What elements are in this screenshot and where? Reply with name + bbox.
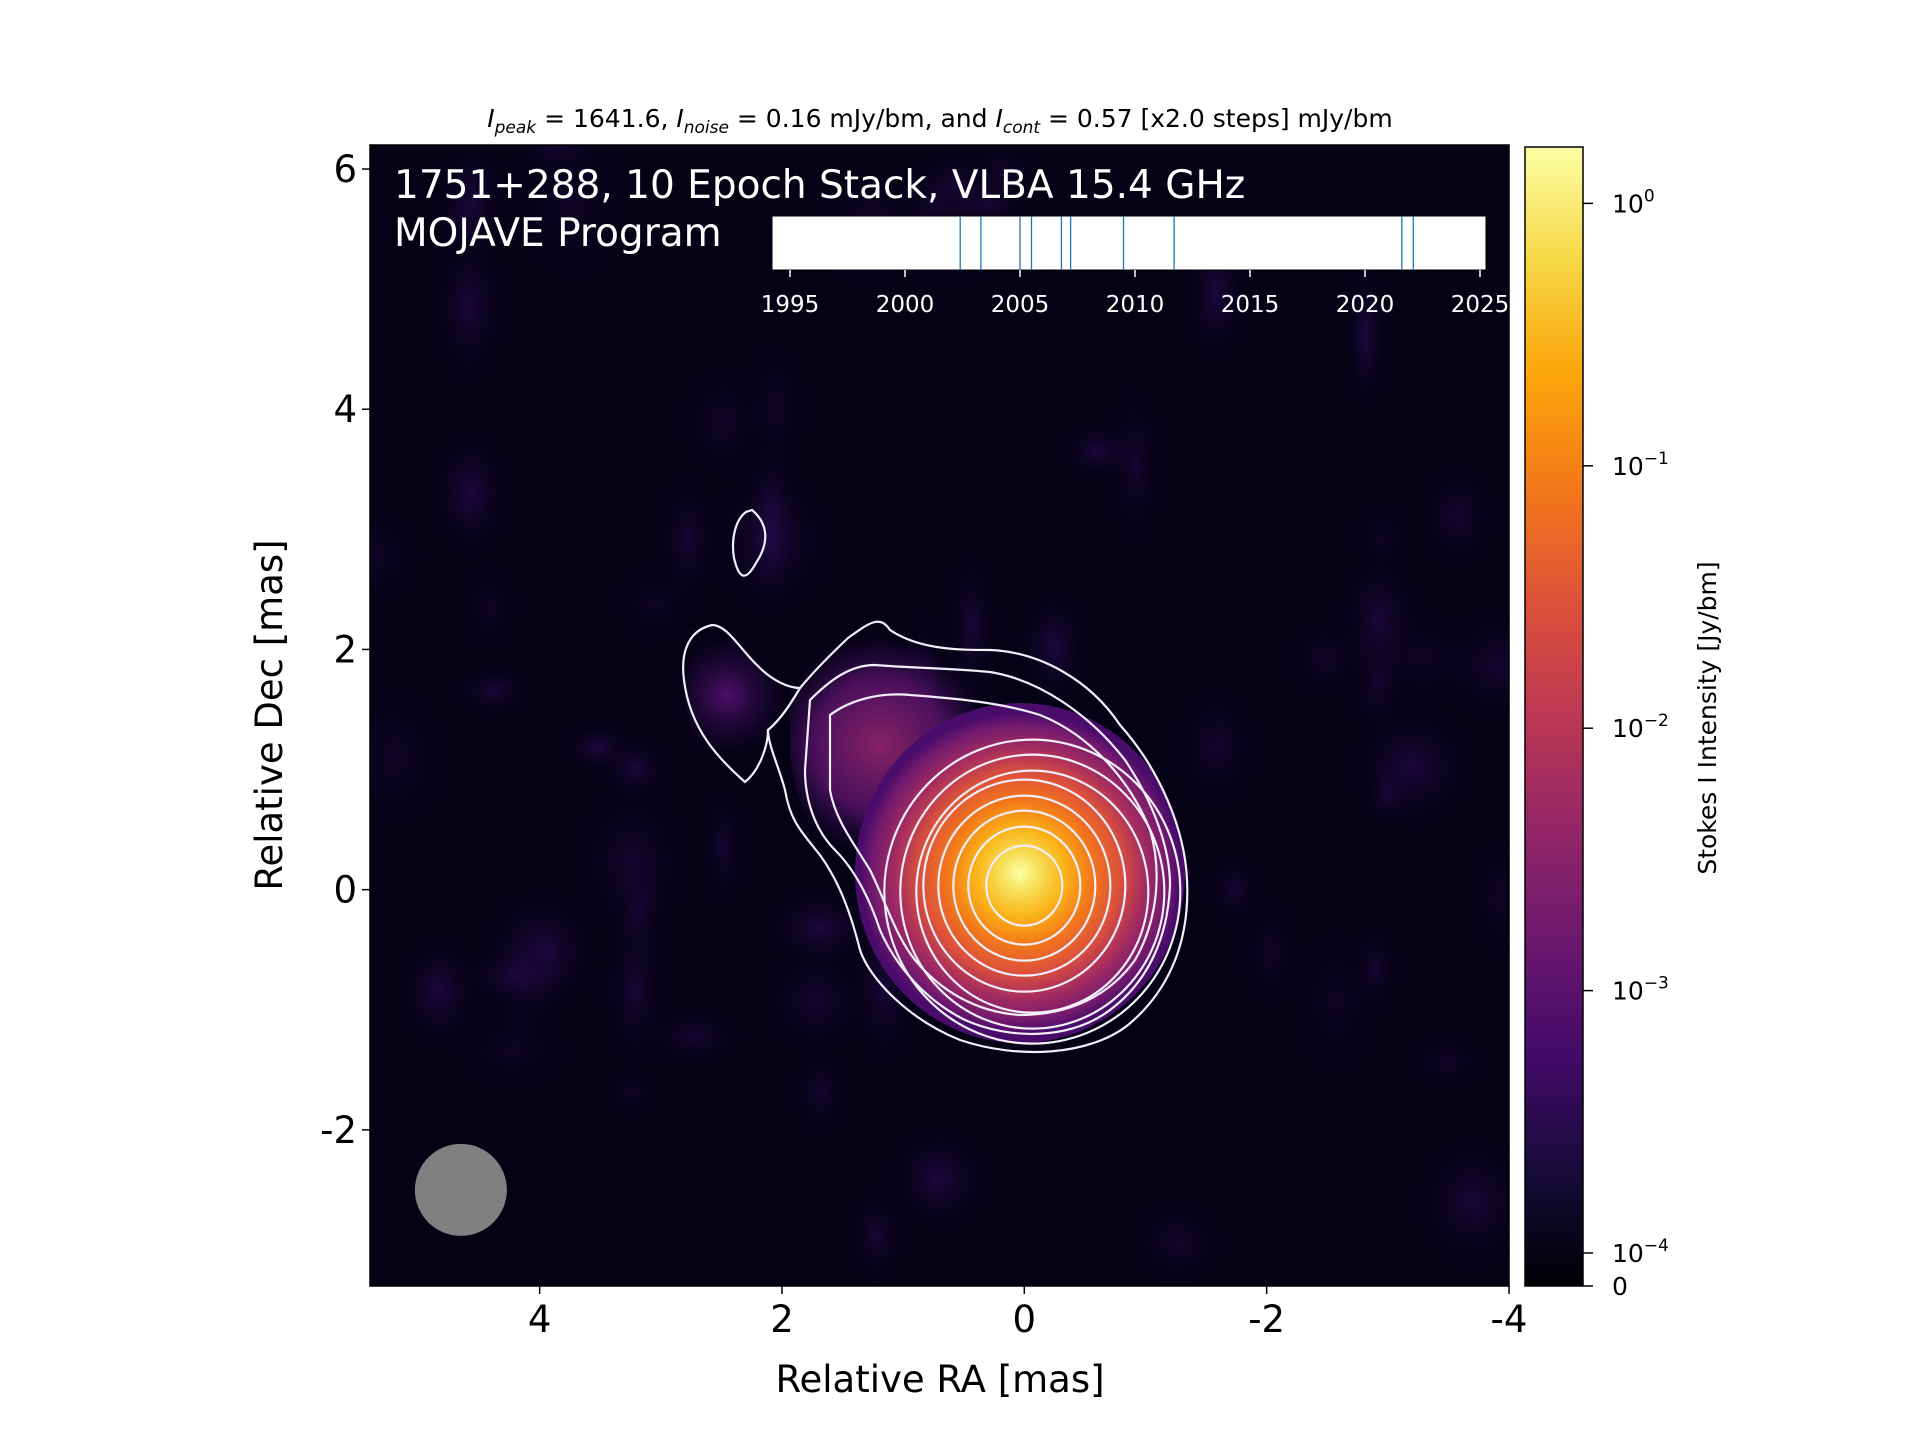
epoch-timeline: 1995 2000 2005 2010 2015 2020 2025 — [761, 215, 1510, 318]
noise-blob — [455, 664, 533, 716]
plot-frame — [369, 144, 1510, 1287]
noise-blob — [1130, 1197, 1225, 1286]
noise-blob — [604, 1065, 660, 1120]
epoch-tick-label: 2010 — [1106, 292, 1165, 318]
core-contour — [915, 769, 1150, 1014]
epoch-tick-label: 2000 — [876, 292, 935, 318]
beam-ellipse — [414, 1143, 507, 1236]
epoch-timeline-panel — [771, 215, 1487, 271]
colorbar-tick-label: 10−2 — [1612, 711, 1669, 743]
noise-blob — [370, 504, 425, 607]
colorbar-tick-label: 10−3 — [1612, 974, 1669, 1006]
core-contour — [985, 844, 1064, 927]
contour-2 — [803, 663, 1172, 1036]
y-tick-label: 6 — [333, 148, 357, 191]
x-tick-label: -2 — [1248, 1298, 1285, 1341]
epoch-tick-label: 1995 — [761, 292, 820, 318]
core-contour — [952, 809, 1097, 962]
noise-blob — [760, 946, 872, 1057]
x-axis-ticks: 4 2 0 -2 -4 — [528, 1286, 1528, 1341]
x-tick-label: 2 — [770, 1298, 794, 1341]
noise-blob — [1061, 421, 1135, 481]
core-contour — [899, 753, 1166, 1030]
noise-blob — [431, 428, 511, 559]
x-tick-label: 4 — [528, 1298, 552, 1341]
contour-jet-knot — [731, 508, 767, 577]
chart-title: Ipeak = 1641.6, Inoise = 0.16 mJy/bm, an… — [487, 104, 1392, 138]
colorbar: 100 10−1 10−2 10−3 10−4 0 Stokes I Intensity … — [1524, 146, 1722, 1301]
noise-blob — [571, 779, 692, 944]
core-emission — [855, 703, 1185, 1043]
noise-blob — [1172, 685, 1261, 809]
noise-blob — [370, 682, 452, 834]
core-contour — [883, 738, 1182, 1045]
colorbar-zero-label: 0 — [1612, 1272, 1628, 1301]
y-tick-label: 4 — [333, 388, 357, 431]
annotation-line-2: MOJAVE Program — [394, 211, 722, 256]
contour-outer — [766, 620, 1189, 1054]
noise-blob — [1107, 381, 1163, 550]
epoch-tick-label: 2025 — [1451, 292, 1510, 318]
noise-blob — [1408, 1030, 1487, 1091]
y-tick-label: -2 — [320, 1109, 357, 1152]
annotation-line-1: 1751+288, 10 Epoch Stack, VLBA 15.4 GHz — [394, 163, 1245, 208]
y-tick-label: 0 — [333, 869, 357, 912]
noise-blob — [657, 469, 719, 608]
x-tick-label: -4 — [1491, 1298, 1528, 1341]
y-axis-ticks: -2 0 2 4 6 — [320, 148, 370, 1152]
intensity-map — [370, 145, 1509, 1286]
core-contour — [967, 825, 1082, 946]
noise-blob — [792, 1046, 849, 1138]
noise-blob — [847, 1185, 905, 1286]
noise-blob — [1345, 260, 1386, 412]
colorbar-ticks: 100 10−1 10−2 10−3 10−4 0 — [1583, 186, 1669, 1301]
core-contour — [937, 794, 1112, 977]
epoch-tick-label: 2005 — [991, 292, 1050, 318]
noise-blob — [1414, 1132, 1509, 1273]
noise-blob — [1418, 461, 1498, 571]
noise-blob — [887, 1126, 989, 1232]
noise-blob — [509, 145, 606, 177]
noise-blob — [563, 720, 633, 774]
epoch-markers — [959, 216, 1414, 270]
colorbar-gradient — [1524, 146, 1584, 1287]
noise-blob — [1208, 851, 1261, 929]
noise-blob — [432, 226, 507, 387]
noise-blob — [765, 886, 872, 969]
y-tick-label: 2 — [333, 628, 357, 671]
core-contour — [922, 778, 1127, 993]
x-axis-label: Relative RA [mas] — [775, 1358, 1104, 1401]
epoch-tick-label: 2020 — [1336, 292, 1395, 318]
noise-blob — [1364, 606, 1482, 710]
epoch-tick-label: 2015 — [1221, 292, 1280, 318]
background-noise — [370, 145, 1509, 1286]
y-axis-label: Relative Dec [mas] — [248, 539, 291, 890]
noise-blob — [601, 909, 669, 1069]
noise-blob — [1471, 831, 1509, 963]
noise-blob — [1350, 498, 1413, 578]
noise-blob — [678, 362, 766, 482]
x-tick-label: 0 — [1013, 1298, 1037, 1341]
colorbar-label: Stokes I Intensity [Jy/bm] — [1693, 561, 1722, 874]
noise-blob — [700, 784, 746, 911]
epoch-ticks: 1995 2000 2005 2010 2015 2020 2025 — [761, 270, 1510, 318]
noise-blob — [476, 888, 570, 1054]
noise-blob — [644, 1006, 744, 1067]
noise-blob — [706, 466, 835, 615]
noise-blob — [1237, 892, 1303, 1013]
colorbar-tick-label: 100 — [1612, 186, 1655, 218]
colorbar-tick-label: 10−1 — [1612, 449, 1669, 481]
noise-blob — [1347, 703, 1477, 831]
noise-blob — [459, 558, 520, 656]
core-contours — [883, 738, 1182, 1045]
noise-blob — [1290, 922, 1382, 1082]
noise-blob — [508, 145, 633, 286]
colorbar-tick-label: 10−4 — [1612, 1236, 1669, 1268]
noise-blob — [398, 932, 480, 1050]
noise-blob — [1364, 758, 1413, 829]
